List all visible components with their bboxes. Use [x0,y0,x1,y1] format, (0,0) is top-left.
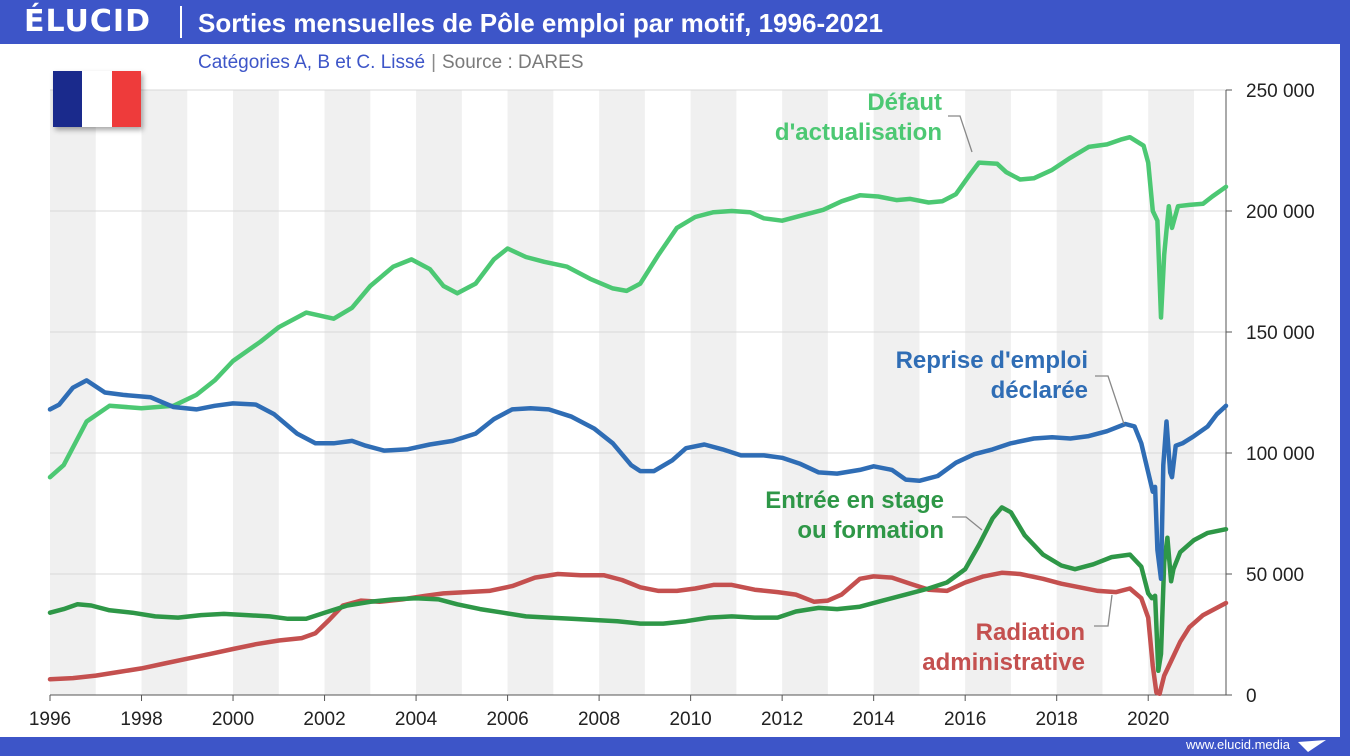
year-band [507,90,554,695]
series-label: Radiation [976,619,1085,646]
year-bands [50,90,1194,695]
x-tick-label: 2006 [486,709,528,730]
y-tick-label: 100 000 [1246,444,1315,465]
x-tick-label: 2012 [761,709,803,730]
x-tick-label: 2018 [1036,709,1078,730]
series-label: administrative [922,649,1085,676]
year-band [965,90,1011,695]
series-label: déclarée [991,377,1088,404]
y-tick-label: 200 000 [1246,202,1315,223]
header: ÉLUCID Sorties mensuelles de Pôle emploi… [0,0,1350,44]
year-band [324,90,371,695]
series-labels: Défaut d'actualisation Reprise d'emploi déc… [765,89,1125,676]
year-band [233,90,279,695]
x-tick-label: 1996 [29,709,71,730]
y-tick-label: 0 [1246,686,1257,707]
x-tick-label: 2020 [1127,709,1169,730]
x-tick-label: 2014 [853,709,896,730]
series-line-1 [47,378,1229,582]
chart-subtitle: Catégories A, B et C. Lissé | Source : DAR… [198,52,584,74]
series-lines [47,134,1229,697]
label-leader-line [1094,594,1113,627]
x-tick-label: 2010 [669,709,711,730]
year-band [141,90,188,695]
year-band [1056,90,1103,695]
series-label: Défaut [867,89,942,116]
year-band [599,90,645,695]
subtitle-source: Source : DARES [442,52,584,73]
label-leader-line [1095,375,1125,425]
y-tick-label: 250 000 [1246,81,1315,102]
x-tick-label: 2016 [944,709,986,730]
x-tick-label: 2004 [395,709,438,730]
year-band [782,90,828,695]
flag-white-stripe [82,71,112,127]
series-label: Reprise d'emploi [896,347,1088,374]
series-line-0 [47,134,1229,480]
year-band [50,90,96,695]
logo-divider [180,6,182,38]
x-tick-label: 1998 [120,709,162,730]
x-axis: 1996 1998 2000 2002 2004 2006 2008 2010 2012 2014… [29,694,1226,730]
flag-red-stripe [111,71,141,127]
subtitle-categories: Catégories A, B et C. Lissé [198,52,426,73]
x-tick-label: 2002 [303,709,345,730]
flag-blue-stripe [53,71,83,127]
chart-title: Sorties mensuelles de Pôle emploi par mo… [198,8,883,38]
series-label: Entrée en stage [765,487,944,514]
chart: 0 50 000 100 000 150 000 200 000 250 000 1996… [29,81,1315,730]
y-tick-label: 50 000 [1246,565,1304,586]
y-axis: 0 50 000 100 000 150 000 200 000 250 000 [1225,81,1315,707]
france-flag-icon [53,71,141,127]
series-label: ou formation [797,517,944,544]
series-line-3 [47,570,1229,697]
elucid-logo[interactable]: ÉLUCID [24,4,151,39]
year-band [873,90,920,695]
x-tick-label: 2008 [578,709,620,730]
series-line-2 [47,505,1229,674]
year-band [690,90,737,695]
subtitle-separator: | [431,52,436,73]
footer-url[interactable]: www.elucid.media [1185,737,1290,752]
label-leader-line [952,516,983,531]
series-label: d'actualisation [775,119,942,146]
label-leader-line [948,115,973,153]
x-tick-label: 2000 [212,709,254,730]
elucid-mark-icon [1298,740,1326,752]
y-tick-label: 150 000 [1246,323,1315,344]
